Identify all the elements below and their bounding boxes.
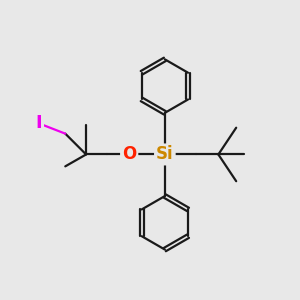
Text: I: I — [35, 114, 42, 132]
Text: Si: Si — [156, 146, 174, 164]
Text: O: O — [122, 146, 136, 164]
